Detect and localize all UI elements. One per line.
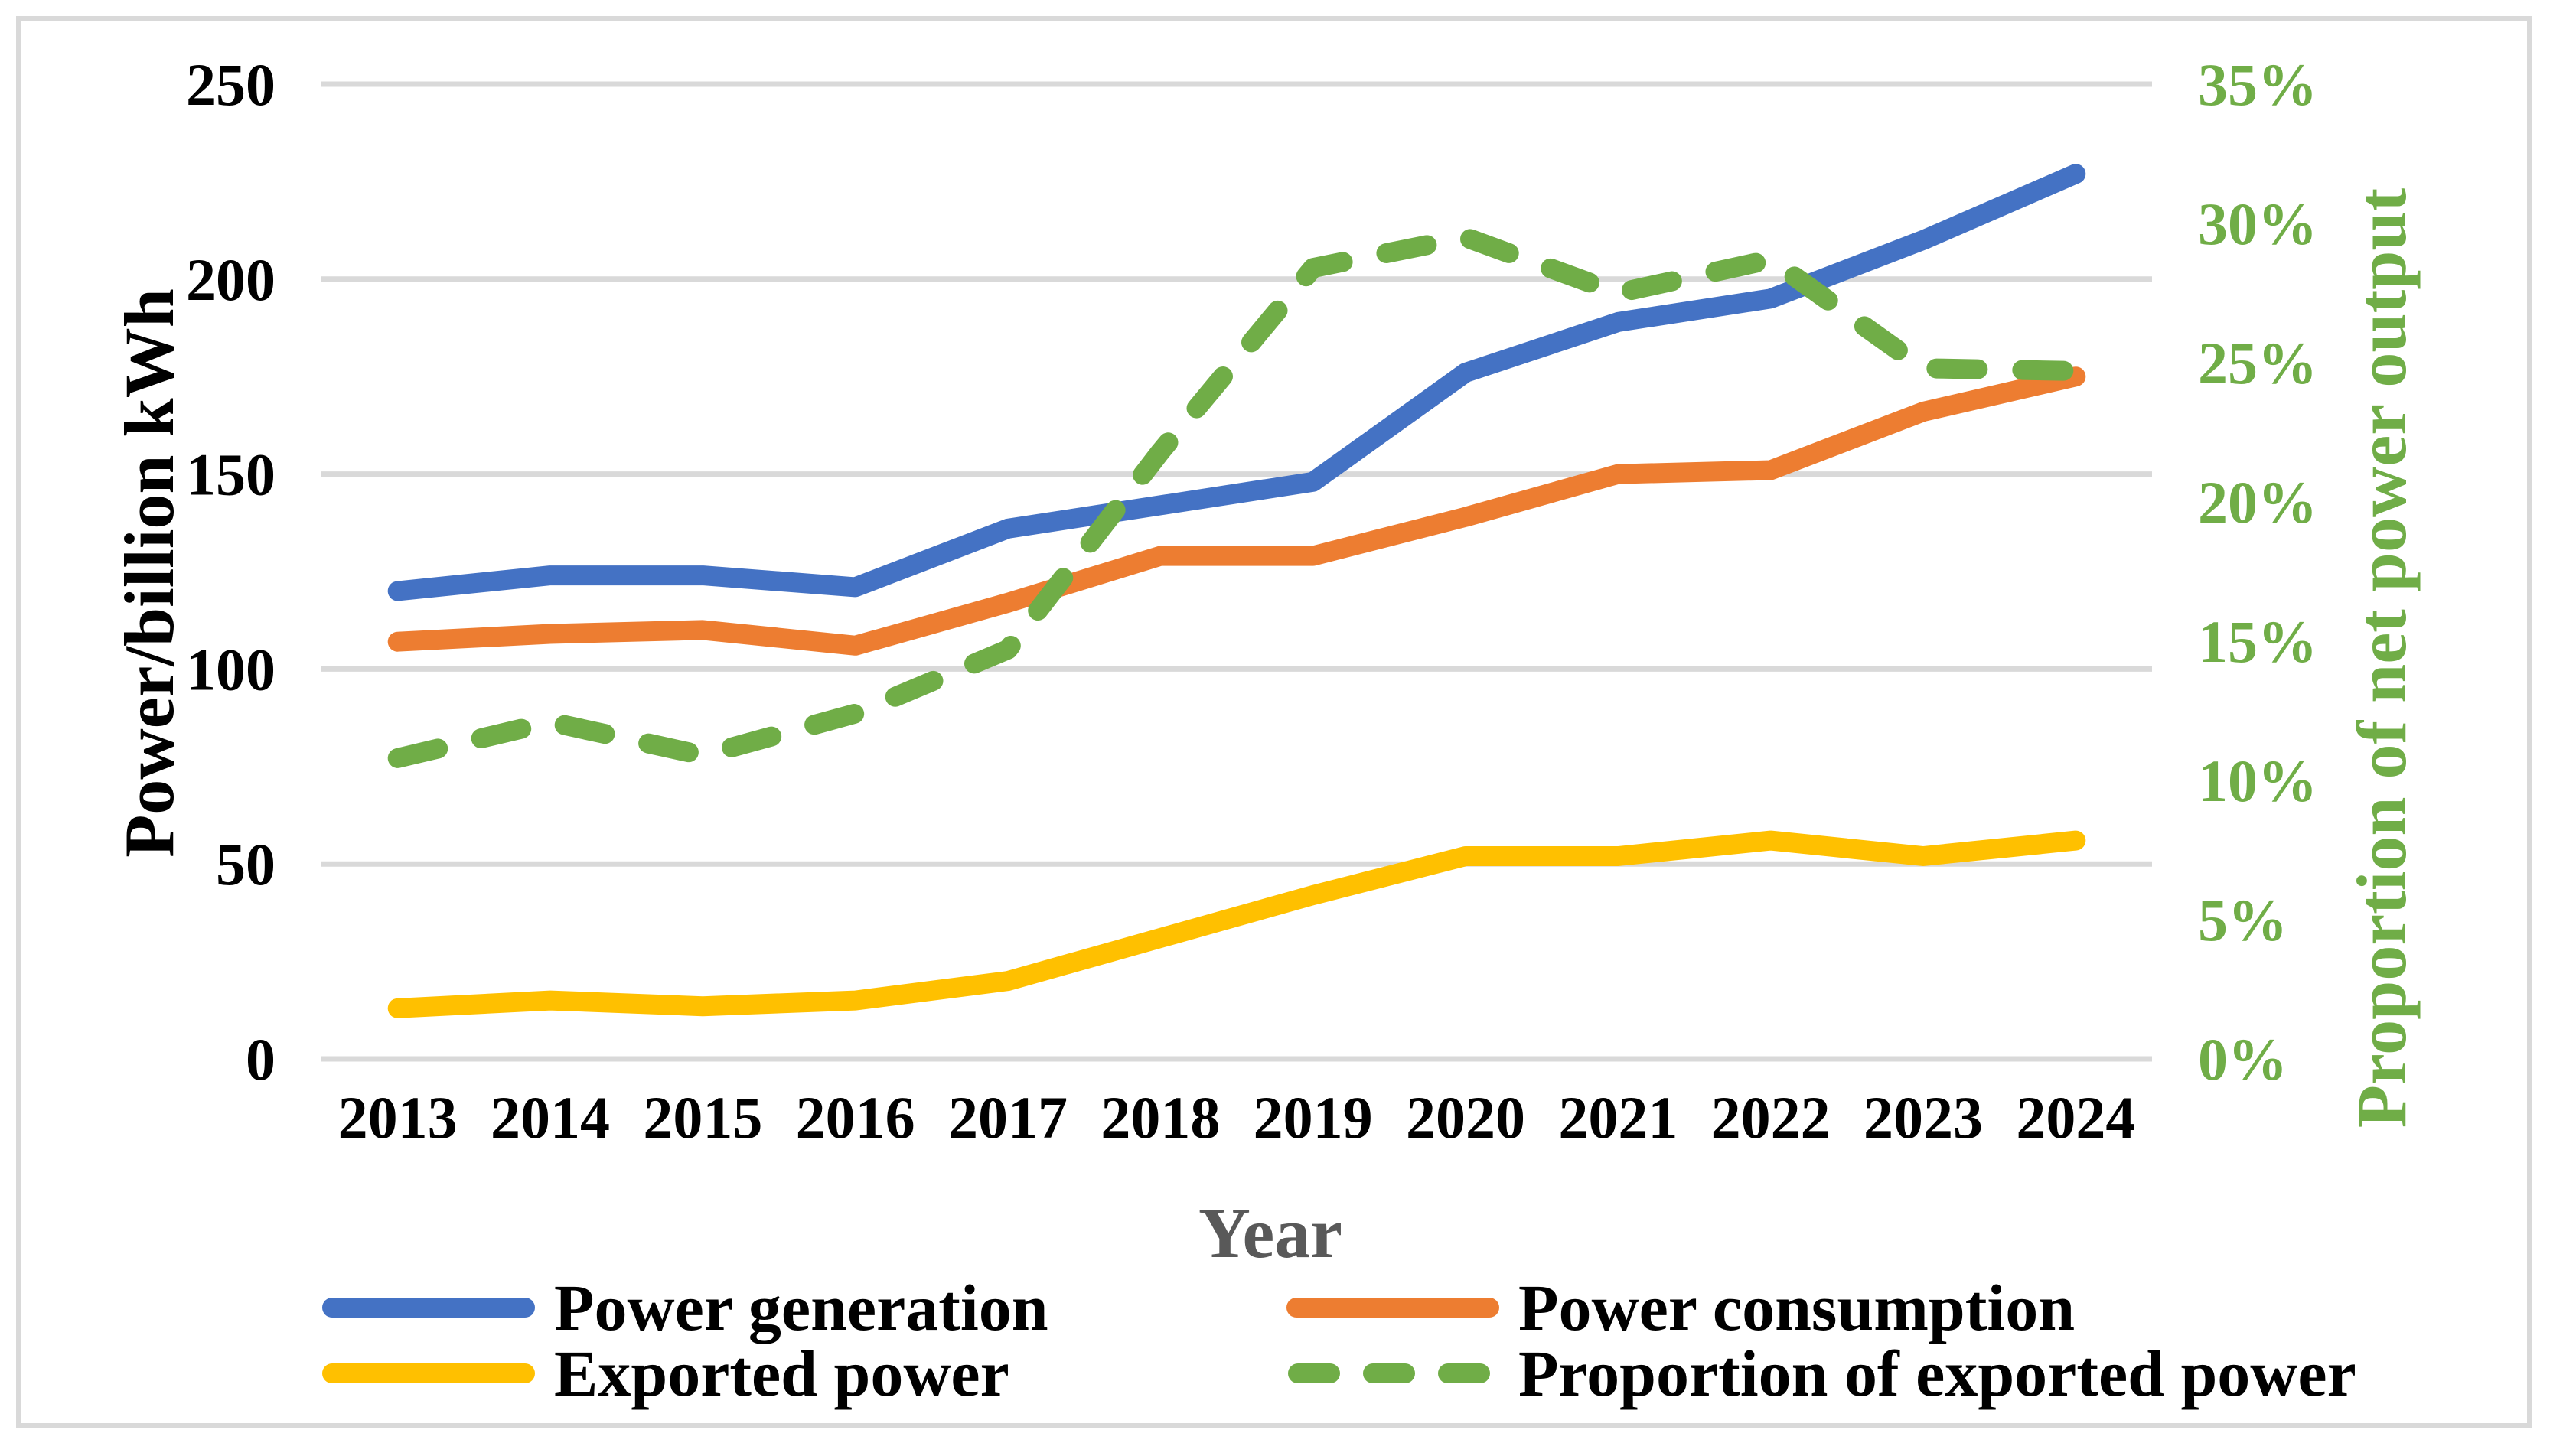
legend-swatch-exported-power [322,1363,535,1383]
right-axis-tick-label: 10% [2198,748,2317,814]
x-axis-tick-label: 2017 [948,1084,1068,1151]
right-axis-tick-label: 25% [2198,330,2317,396]
legend: Power generation Power consumption Expor… [321,1275,2356,1406]
right-axis-tick-label: 20% [2198,469,2317,536]
right-axis-title: Proportion of net power output [2343,187,2421,1129]
series-line-exported-power [387,830,2086,1018]
left-axis-tick-label: 100 [186,636,276,702]
legend-label-exported-power: Exported power [554,1337,1009,1410]
legend-item-power-consumption: Power consumption [1286,1275,2356,1340]
x-axis-tick-label: 2022 [1711,1084,1831,1151]
x-axis-tick-label: 2015 [643,1084,762,1151]
x-axis-tick-label: 2024 [2016,1084,2135,1151]
right-axis-tick-label: 30% [2198,191,2317,257]
legend-item-proportion-of-exported-power: Proportion of exported power [1286,1340,2356,1406]
legend-swatch-power-generation [322,1298,535,1318]
right-axis-tick-label: 5% [2198,887,2288,953]
series-line-proportion-of-exported-power [387,227,2086,768]
x-axis-tick-label: 2014 [491,1084,610,1151]
x-axis-tick-label: 2019 [1254,1084,1373,1151]
legend-label-proportion-of-exported-power: Proportion of exported power [1518,1337,2356,1410]
x-axis-tick-label: 2021 [1558,1084,1678,1151]
right-axis-tick-label: 35% [2198,51,2317,118]
left-axis-tick-label: 250 [186,51,276,118]
x-axis-title: Year [1198,1194,1342,1273]
x-axis-tick-label: 2016 [796,1084,915,1151]
x-axis-tick-label: 2023 [1864,1084,1983,1151]
left-axis-tick-label: 50 [216,831,276,897]
left-axis-tick-label: 150 [186,441,276,508]
legend-swatch-power-consumption [1286,1298,1499,1318]
legend-label-power-generation: Power generation [554,1271,1048,1344]
left-axis-tick-label: 200 [186,246,276,313]
series-line-power-consumption [387,366,2086,656]
x-axis-tick-label: 2020 [1406,1084,1525,1151]
legend-label-power-consumption: Power consumption [1518,1271,2076,1344]
left-axis-title: Power/billion kWh [110,288,188,858]
series-line-power-generation [387,164,2086,601]
legend-item-power-generation: Power generation [321,1275,1286,1340]
x-axis-tick-label: 2013 [338,1084,458,1151]
right-axis-tick-label: 0% [2198,1026,2288,1093]
legend-item-exported-power: Exported power [321,1340,1286,1406]
left-axis-tick-label: 0 [246,1026,276,1093]
legend-swatch-proportion-of-exported-power [1288,1363,1498,1383]
x-axis-tick-label: 2018 [1101,1084,1220,1151]
right-axis-tick-label: 15% [2198,608,2317,675]
